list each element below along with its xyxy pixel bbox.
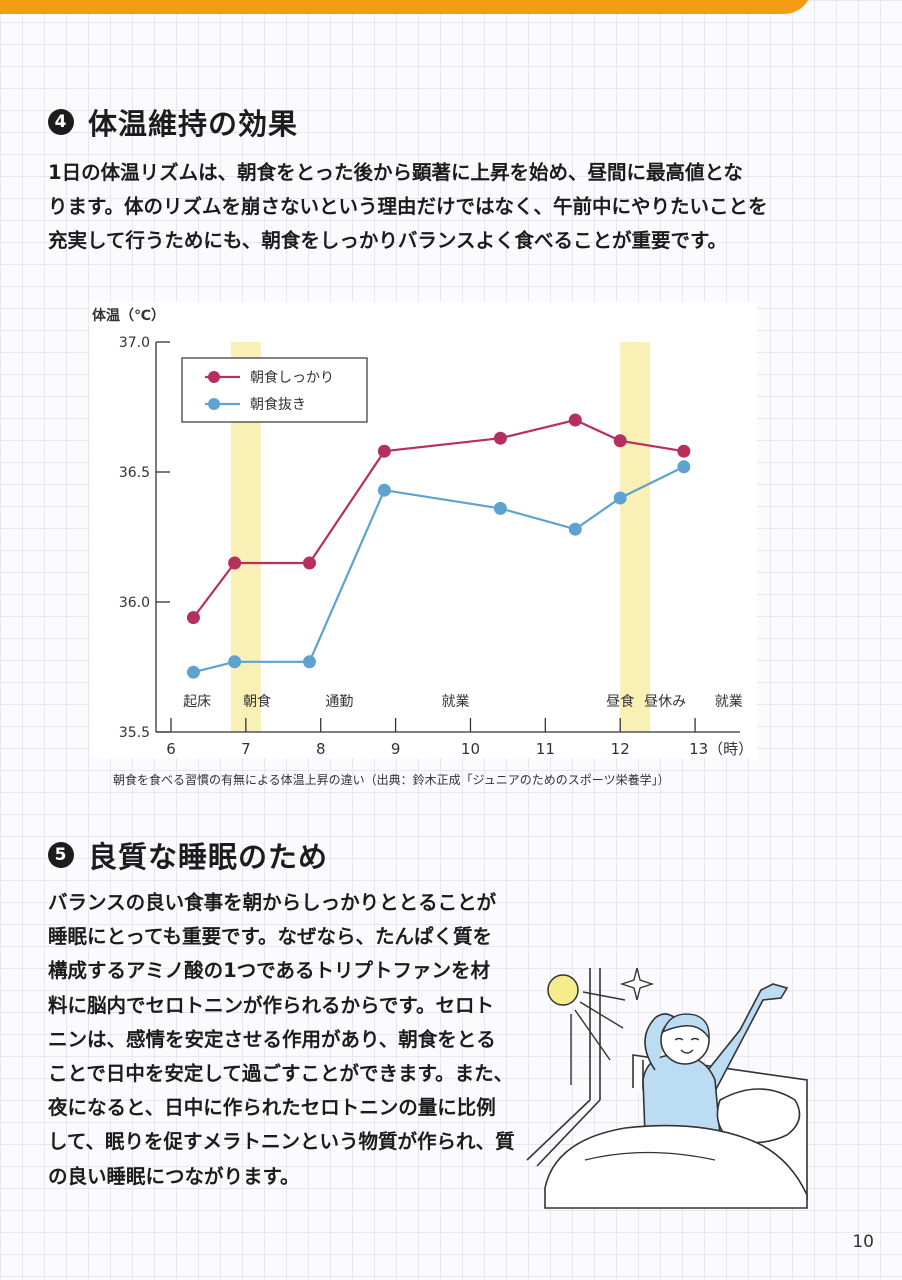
sun-rays [570, 991, 626, 1085]
data-point [302, 556, 316, 570]
data-point [302, 655, 316, 669]
section-5-line: 料に脳内でセロトニンが作られるからです。セロト [48, 993, 494, 1017]
data-point [613, 491, 627, 505]
y-tick-label: 37.0 [119, 335, 150, 351]
section-4-line: 充実して行うためにも、朝食をしっかりバランスよく食べることが重要です。 [48, 229, 727, 252]
series-line [193, 465, 685, 674]
data-point [228, 556, 242, 570]
section-5-body: バランスの良い食事を朝からしっかりととることが 睡眠にとっても重要です。なぜなら… [48, 886, 515, 1194]
data-point [493, 501, 507, 515]
section-5-line: の良い睡眠につながります。 [48, 1164, 300, 1188]
data-point [377, 483, 391, 497]
activity-label: 昼休み [644, 694, 686, 710]
section-4-line: 1日の体温リズムは、朝食をとった後から顕著に上昇を始め、昼間に最高値とな [48, 161, 743, 184]
x-tick-label: 6 [166, 740, 176, 758]
section-5-title: 良質な睡眠のため [88, 840, 329, 874]
data-point [677, 444, 691, 458]
x-tick-label: 10 [461, 740, 480, 758]
y-tick-label: 36.0 [119, 595, 150, 611]
x-tick-label: 9 [391, 740, 401, 758]
data-point [568, 522, 582, 536]
data-point [613, 434, 627, 448]
data-point [186, 665, 200, 679]
legend-marker [208, 371, 220, 383]
window-frame [526, 968, 601, 1167]
section-5-line: 睡眠にとっても重要です。なぜなら、たんぱく質を [48, 925, 493, 949]
legend-label: 朝食抜き [250, 396, 306, 413]
y-tick-label: 35.5 [119, 725, 150, 741]
y-axis-label: 体温（℃） [92, 307, 165, 324]
y-tick-label: 36.5 [119, 465, 150, 481]
activity-label: 昼食 [606, 693, 634, 710]
section-4-title: 体温維持の効果 [88, 107, 299, 141]
blanket-fold [584, 1151, 716, 1161]
data-point [228, 655, 242, 669]
x-tick-label: 12 [611, 740, 630, 758]
section-5-heading: 5 良質な睡眠のため [48, 834, 328, 876]
sun-icon [547, 974, 579, 1006]
section-5-number: 5 [48, 842, 74, 868]
page-number: 10 [852, 1232, 874, 1252]
waking-person-illustration [526, 967, 808, 1209]
legend-box [181, 357, 368, 423]
section-5-line: 夜になると、日中に作られたセロトニンの量に比例 [48, 1096, 496, 1120]
activity-label: 通勤 [325, 694, 353, 710]
data-point [677, 460, 691, 474]
activity-label: 起床 [183, 694, 211, 710]
activity-label: 就業 [441, 694, 469, 710]
sparkle-icon [619, 967, 655, 1001]
section-5-line: ことで日中を安定して過ごすことができます。また、 [48, 1062, 514, 1086]
section-4-heading: 4 体温維持の効果 [48, 101, 298, 143]
section-5-line: 構成するアミノ酸の1つであるトリプトファンを材 [48, 959, 490, 983]
x-tick-label: 7 [241, 740, 251, 758]
activity-label: 就業 [715, 694, 743, 710]
body-temperature-chart: 体温（℃） 37.0 36.5 36.0 35.5 6 7 8 9 10 11 12 13（時） 起床 朝食… [90, 302, 757, 758]
section-4-line: ります。体のリズムを崩さないという理由だけではなく、午前中にやりたいことを [48, 195, 768, 218]
legend-marker [208, 398, 220, 410]
data-point [493, 431, 507, 445]
x-tick-label: 11 [536, 740, 555, 758]
raised-arm [698, 983, 789, 1097]
chart-svg: 体温（℃） 37.0 36.5 36.0 35.5 6 7 8 9 10 11 12 13（時） 起床 朝食… [92, 307, 753, 758]
data-point [186, 611, 200, 625]
section-5-line: ニンは、感情を安定させる作用があり、朝食をとる [48, 1027, 496, 1051]
x-tick-label: 13（時） [689, 740, 753, 758]
data-point [377, 444, 391, 458]
series-line [192, 418, 685, 619]
face [674, 1037, 700, 1054]
data-point [568, 413, 582, 427]
section-5-line: バランスの良い食事を朝からしっかりととることが [48, 891, 497, 914]
x-tick-label: 8 [316, 740, 326, 758]
pillow [716, 1088, 801, 1144]
blanket [544, 1124, 808, 1209]
section-5-line: して、眠りを促すメラトニンという物質が作られ、質 [48, 1130, 515, 1154]
highlight-band [620, 342, 651, 732]
hair [661, 1013, 710, 1041]
section-4-number: 4 [48, 109, 74, 135]
header-accent-bar [0, 0, 812, 14]
legend-label: 朝食しっかり [250, 369, 334, 386]
chart-caption: 朝食を食べる習慣の有無による体温上昇の違い（出典：鈴木正成「ジュニアのためのスポ… [113, 773, 670, 787]
activity-label: 朝食 [243, 693, 271, 710]
section-4-body: 1日の体温リズムは、朝食をとった後から顕著に上昇を始め、昼間に最高値とな ります… [48, 156, 768, 258]
